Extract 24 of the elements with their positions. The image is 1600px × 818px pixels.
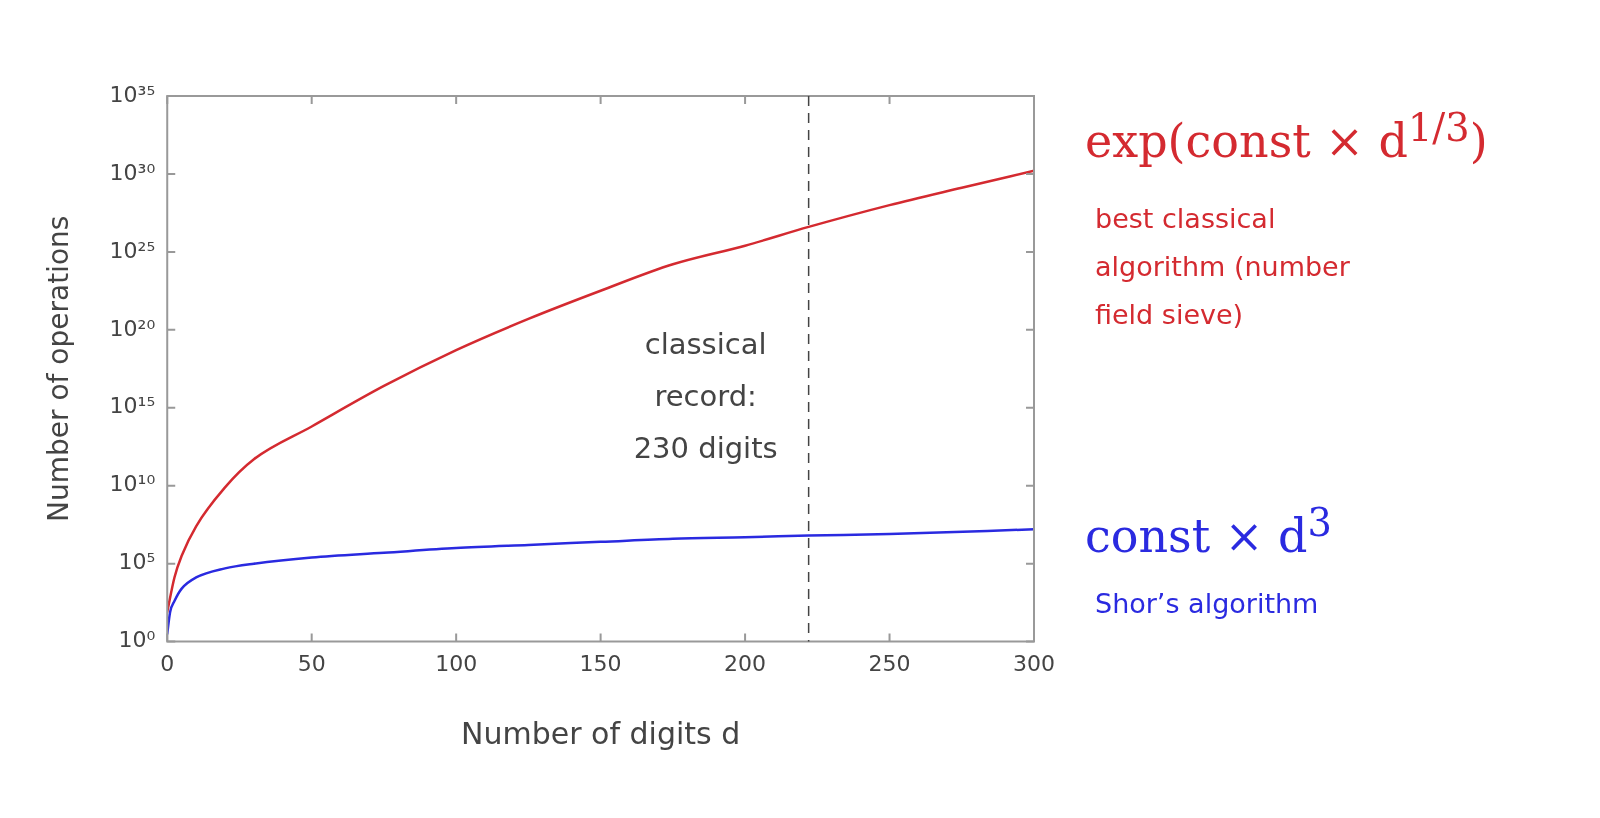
x-axis-title: Number of digits d (461, 715, 741, 751)
x-tick-label: 200 (724, 650, 767, 676)
series-label: exp(const × d$^{1/3}$) (1085, 105, 1488, 169)
y-tick-label: 10⁰ (118, 627, 156, 653)
y-axis-title: Number of operations (42, 215, 76, 522)
y-tick-label: 10⁵ (118, 549, 156, 575)
text: best classical algorithm (number field sieve) (1095, 202, 1351, 332)
text: Shor’s algorithm (1095, 587, 1320, 621)
line-series (167, 528, 1034, 635)
x-tick-label: 50 (297, 650, 326, 676)
series-label: const × d$^{3}$ (1085, 500, 1332, 564)
y-tick-label: 10¹⁰ (109, 471, 156, 497)
x-tick-label: 100 (435, 650, 478, 676)
y-tick-label: 10³⁰ (109, 159, 156, 185)
x-tick-label: 0 (160, 650, 175, 676)
y-tick-label: 10²⁵ (109, 237, 156, 263)
y-tick-label: 10²⁰ (109, 315, 156, 341)
annotation: classical record: 230 digits (633, 326, 778, 465)
x-tick-label: 300 (1013, 650, 1055, 676)
x-tick-label: 150 (579, 650, 622, 676)
line-series (167, 169, 1034, 614)
x-tick-label: 250 (868, 650, 911, 676)
y-tick-label: 10¹⁵ (109, 393, 156, 419)
y-tick-label: 10³⁵ (109, 81, 156, 107)
